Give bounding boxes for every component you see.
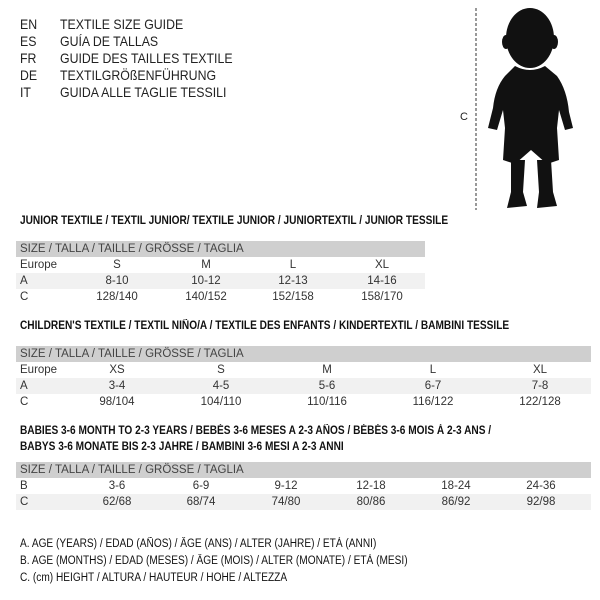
cell: M — [201, 259, 211, 271]
cell: 86/92 — [441, 496, 471, 508]
lang-title: GUIDA ALLE TAGLIE TESSILI — [60, 84, 227, 100]
table-row: A 3-4 4-5 5-6 6-7 7-8 — [16, 378, 591, 394]
cell: 12-18 — [356, 480, 386, 492]
cell: L — [429, 364, 437, 376]
table-header: SIZE / TALLA / TAILLE / GRÖSSE / TAGLIA — [16, 346, 591, 362]
row-label: Europe — [20, 259, 58, 271]
children-title: CHILDREN'S TEXTILE / TEXTIL NIÑO/A / TEX… — [20, 320, 510, 332]
table-row: Europe XS S M L XL — [16, 362, 591, 378]
cell: 3-4 — [108, 380, 126, 392]
child-silhouette-figure: C — [460, 8, 573, 210]
table-row: Europe S M L XL — [16, 257, 425, 273]
row-label: B — [20, 480, 28, 492]
babies-title-line1: BABIES 3-6 MONTH TO 2-3 YEARS / BEBÉS 3-… — [20, 425, 492, 437]
row-label: C — [20, 291, 29, 303]
height-label: C — [460, 111, 468, 123]
legend-a: A. AGE (YEARS) / EDAD (AÑOS) / ÂGE (ANS)… — [20, 538, 377, 550]
row-label: A — [20, 275, 28, 287]
table-row: C 98/104 104/110 110/116 116/122 122/128 — [16, 394, 591, 410]
cell: 80/86 — [356, 496, 386, 508]
cell: 8-10 — [105, 275, 129, 287]
cell: 110/116 — [307, 396, 347, 408]
legend-b: B. AGE (MONTHS) / EDAD (MESES) / ÂGE (MO… — [20, 555, 408, 567]
cell: 74/80 — [271, 496, 301, 508]
cell: XL — [532, 364, 548, 376]
row-label: C — [20, 396, 29, 408]
cell: 10-12 — [191, 275, 221, 287]
cell: S — [113, 259, 121, 271]
cell: 12-13 — [278, 275, 308, 287]
cell: 24-36 — [526, 480, 556, 492]
cell: 92/98 — [526, 496, 556, 508]
cell: 5-6 — [318, 380, 336, 392]
lang-code: DE — [20, 67, 38, 83]
row-label: C — [20, 496, 29, 508]
junior-size-table: SIZE / TALLA / TAILLE / GRÖSSE / TAGLIA … — [16, 241, 425, 305]
cell: 6-7 — [424, 380, 442, 392]
cell: L — [289, 259, 297, 271]
cell: S — [217, 364, 225, 376]
cell: 152/158 — [272, 291, 314, 303]
cell: 128/140 — [96, 291, 138, 303]
table-row: A 8-10 10-12 12-13 14-16 — [16, 273, 425, 289]
cell: 68/74 — [186, 496, 216, 508]
table-header: SIZE / TALLA / TAILLE / GRÖSSE / TAGLIA — [16, 462, 591, 478]
lang-code: ES — [20, 33, 37, 49]
babies-size-table: SIZE / TALLA / TAILLE / GRÖSSE / TAGLIA … — [16, 462, 591, 510]
cell: 116/122 — [412, 396, 454, 408]
table-row: B 3-6 6-9 9-12 12-18 18-24 24-36 — [16, 478, 591, 494]
cell: 18-24 — [441, 480, 471, 492]
cell: 9-12 — [274, 480, 298, 492]
child-silhouette-icon — [488, 8, 573, 208]
lang-title: TEXTILGRÖßENFÜHRUNG — [60, 67, 217, 83]
children-size-table: SIZE / TALLA / TAILLE / GRÖSSE / TAGLIA … — [16, 346, 591, 410]
cell: 104/110 — [200, 396, 242, 408]
cell: 7-8 — [531, 380, 549, 392]
table-header: SIZE / TALLA / TAILLE / GRÖSSE / TAGLIA — [16, 241, 425, 257]
legend-c: C. (cm) HEIGHT / ALTURA / HAUTEUR / HÖHE… — [20, 572, 288, 584]
cell: 3-6 — [108, 480, 126, 492]
lang-code: EN — [20, 16, 38, 32]
table-row: C 62/68 68/74 74/80 80/86 86/92 92/98 — [16, 494, 591, 510]
cell: 140/152 — [185, 291, 227, 303]
cell: M — [322, 364, 332, 376]
cell: 122/128 — [519, 396, 561, 408]
cell: 6-9 — [192, 480, 210, 492]
cell: 158/170 — [361, 291, 403, 303]
cell: 98/104 — [99, 396, 135, 408]
lang-code: FR — [20, 50, 37, 66]
junior-title: JUNIOR TEXTILE / TEXTIL JUNIOR/ TEXTILE … — [20, 215, 449, 227]
lang-title: GUIDE DES TAILLES TEXTILE — [60, 50, 233, 66]
cell: 14-16 — [367, 275, 397, 287]
row-label: Europe — [20, 364, 58, 376]
babies-title-line2: BABYS 3-6 MONATE BIS 2-3 JAHRE / BAMBINI… — [20, 441, 344, 453]
lang-title: TEXTILE SIZE GUIDE — [60, 16, 184, 32]
cell: XS — [109, 364, 125, 376]
lang-code: IT — [20, 84, 31, 100]
row-label: A — [20, 380, 28, 392]
cell: 62/68 — [102, 496, 132, 508]
lang-title: GUÍA DE TALLAS — [60, 33, 159, 49]
cell: 4-5 — [212, 380, 230, 392]
table-row: C 128/140 140/152 152/158 158/170 — [16, 289, 425, 305]
cell: XL — [374, 259, 390, 271]
